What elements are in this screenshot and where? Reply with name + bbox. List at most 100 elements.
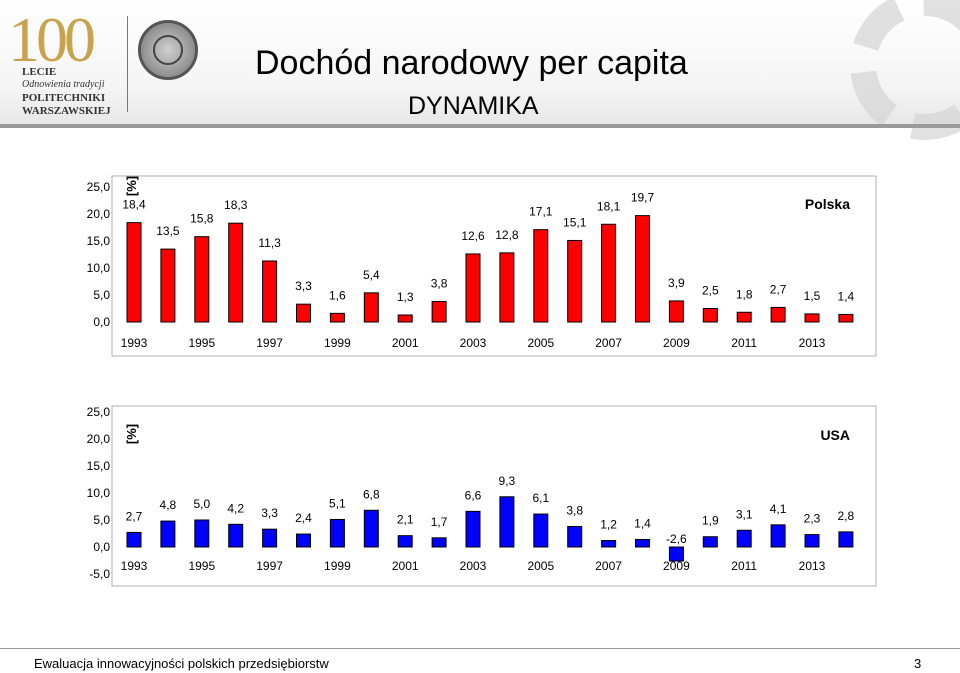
- polska-bar: [296, 303, 311, 323]
- polska-xtick-label: 2013: [799, 336, 826, 350]
- usa-bar: [499, 496, 515, 548]
- usa-data-label: 4,1: [770, 502, 787, 516]
- usa-data-label: 2,3: [804, 512, 821, 526]
- usa-bar: [194, 519, 210, 548]
- polska-data-label: 2,5: [702, 284, 719, 298]
- centenary-logo: 100 LECIE Odnowienia tradycji POLITECHNI…: [8, 8, 126, 118]
- polska-data-label: 3,8: [431, 276, 448, 290]
- usa-bar: [431, 537, 447, 548]
- usa-bar: [296, 533, 311, 548]
- polska-data-label: 3,3: [295, 279, 312, 293]
- usa-bar: [702, 536, 718, 548]
- polska-bar: [228, 222, 244, 323]
- logo-line-4: WARSZAWSKIEJ: [22, 105, 111, 117]
- usa-bar: [770, 524, 786, 548]
- polska-chart-title: Polska: [805, 196, 850, 212]
- usa-xtick-label: 1995: [188, 559, 215, 573]
- logo-line-2: Odnowienia tradycji: [22, 79, 105, 90]
- usa-xtick-label: 2001: [392, 559, 419, 573]
- polska-data-label: 2,7: [770, 282, 787, 296]
- usa-chart-title: USA: [820, 427, 850, 443]
- usa-data-label: 2,1: [397, 513, 414, 527]
- usa-bar: [160, 520, 176, 548]
- polska-data-label: 11,3: [258, 236, 281, 250]
- polska-bar: [363, 292, 379, 323]
- usa-data-label: 1,9: [702, 514, 719, 528]
- polska-data-label: 12,6: [461, 229, 485, 243]
- polska-data-label: 15,1: [563, 215, 587, 229]
- polska-xtick-label: 2003: [460, 336, 487, 350]
- polska-data-label: 5,4: [363, 268, 380, 282]
- usa-bar: [635, 538, 650, 548]
- polska-ylabel: [%]: [124, 176, 139, 196]
- polska-data-label: 1,5: [804, 289, 821, 303]
- polska-bar: [397, 314, 413, 323]
- usa-bar: [533, 513, 549, 548]
- usa-bar: [804, 534, 820, 548]
- polska-bar: [431, 300, 447, 323]
- usa-data-label: 4,2: [227, 501, 244, 515]
- usa-data-label: -2,6: [666, 532, 687, 546]
- polska-data-label: 13,5: [156, 224, 180, 238]
- polska-data-label: 1,3: [397, 290, 414, 304]
- page-subtitle: DYNAMIKA: [408, 92, 539, 120]
- usa-bar: [363, 509, 379, 548]
- polska-ytick-label: 20,0: [87, 207, 111, 221]
- polska-bar: [736, 311, 752, 323]
- polska-bar: [567, 239, 583, 323]
- usa-bar: [126, 531, 142, 548]
- usa-xtick-label: 1997: [256, 559, 283, 573]
- usa-bar: [567, 525, 583, 548]
- polska-bar: [329, 312, 345, 323]
- usa-data-label: 6,8: [363, 487, 380, 501]
- polska-bar: [804, 313, 820, 323]
- polska-data-label: 3,9: [668, 276, 685, 290]
- usa-data-label: 4,8: [160, 498, 177, 512]
- polska-bar: [635, 215, 650, 323]
- usa-data-label: 5,1: [329, 496, 346, 510]
- usa-xtick-label: 2009: [663, 559, 690, 573]
- usa-bar: [668, 546, 684, 562]
- usa-data-label: 6,1: [532, 491, 549, 505]
- polska-xtick-label: 1995: [188, 336, 215, 350]
- polska-xtick-label: 2005: [527, 336, 554, 350]
- usa-ytick-label: 15,0: [87, 459, 111, 473]
- polska-bar: [601, 223, 617, 323]
- usa-xtick-label: 2007: [595, 559, 622, 573]
- usa-bar: [736, 529, 752, 548]
- university-seal-icon: [138, 20, 198, 80]
- logo-separator: [127, 16, 128, 112]
- polska-xtick-label: 2007: [595, 336, 622, 350]
- polska-ytick-label: 5,0: [93, 288, 110, 302]
- usa-data-label: 9,3: [499, 474, 516, 488]
- usa-bar: [838, 531, 854, 548]
- polska-bar: [126, 222, 142, 323]
- usa-data-label: 2,7: [126, 509, 143, 523]
- usa-ytick-label: 0,0: [93, 540, 110, 554]
- usa-ytick-label: 5,0: [93, 513, 110, 527]
- usa-bar: [329, 518, 345, 548]
- usa-chart-frame: [111, 405, 877, 587]
- polska-xtick-label: 1993: [121, 336, 148, 350]
- polska-data-label: 1,4: [838, 289, 855, 303]
- logo-line-3: POLITECHNIKI: [22, 92, 106, 104]
- usa-data-label: 3,1: [736, 507, 753, 521]
- polska-data-label: 1,6: [329, 288, 346, 302]
- logo-number: 100: [8, 4, 96, 75]
- usa-xtick-label: 2003: [460, 559, 487, 573]
- usa-data-label: 6,6: [465, 488, 482, 502]
- polska-bar: [702, 308, 718, 323]
- usa-data-label: 2,8: [838, 509, 855, 523]
- polska-data-label: 18,1: [597, 199, 621, 213]
- seal-emblem-icon: [153, 35, 183, 65]
- polska-bar: [668, 300, 684, 323]
- polska-bar: [160, 248, 176, 323]
- usa-bar: [262, 528, 278, 548]
- polska-bar: [465, 253, 481, 323]
- usa-bar: [397, 535, 413, 548]
- usa-xtick-label: 2011: [731, 559, 757, 573]
- usa-ylabel: [%]: [124, 424, 139, 444]
- usa-data-label: 1,2: [600, 518, 617, 532]
- polska-ytick-label: 25,0: [87, 180, 111, 194]
